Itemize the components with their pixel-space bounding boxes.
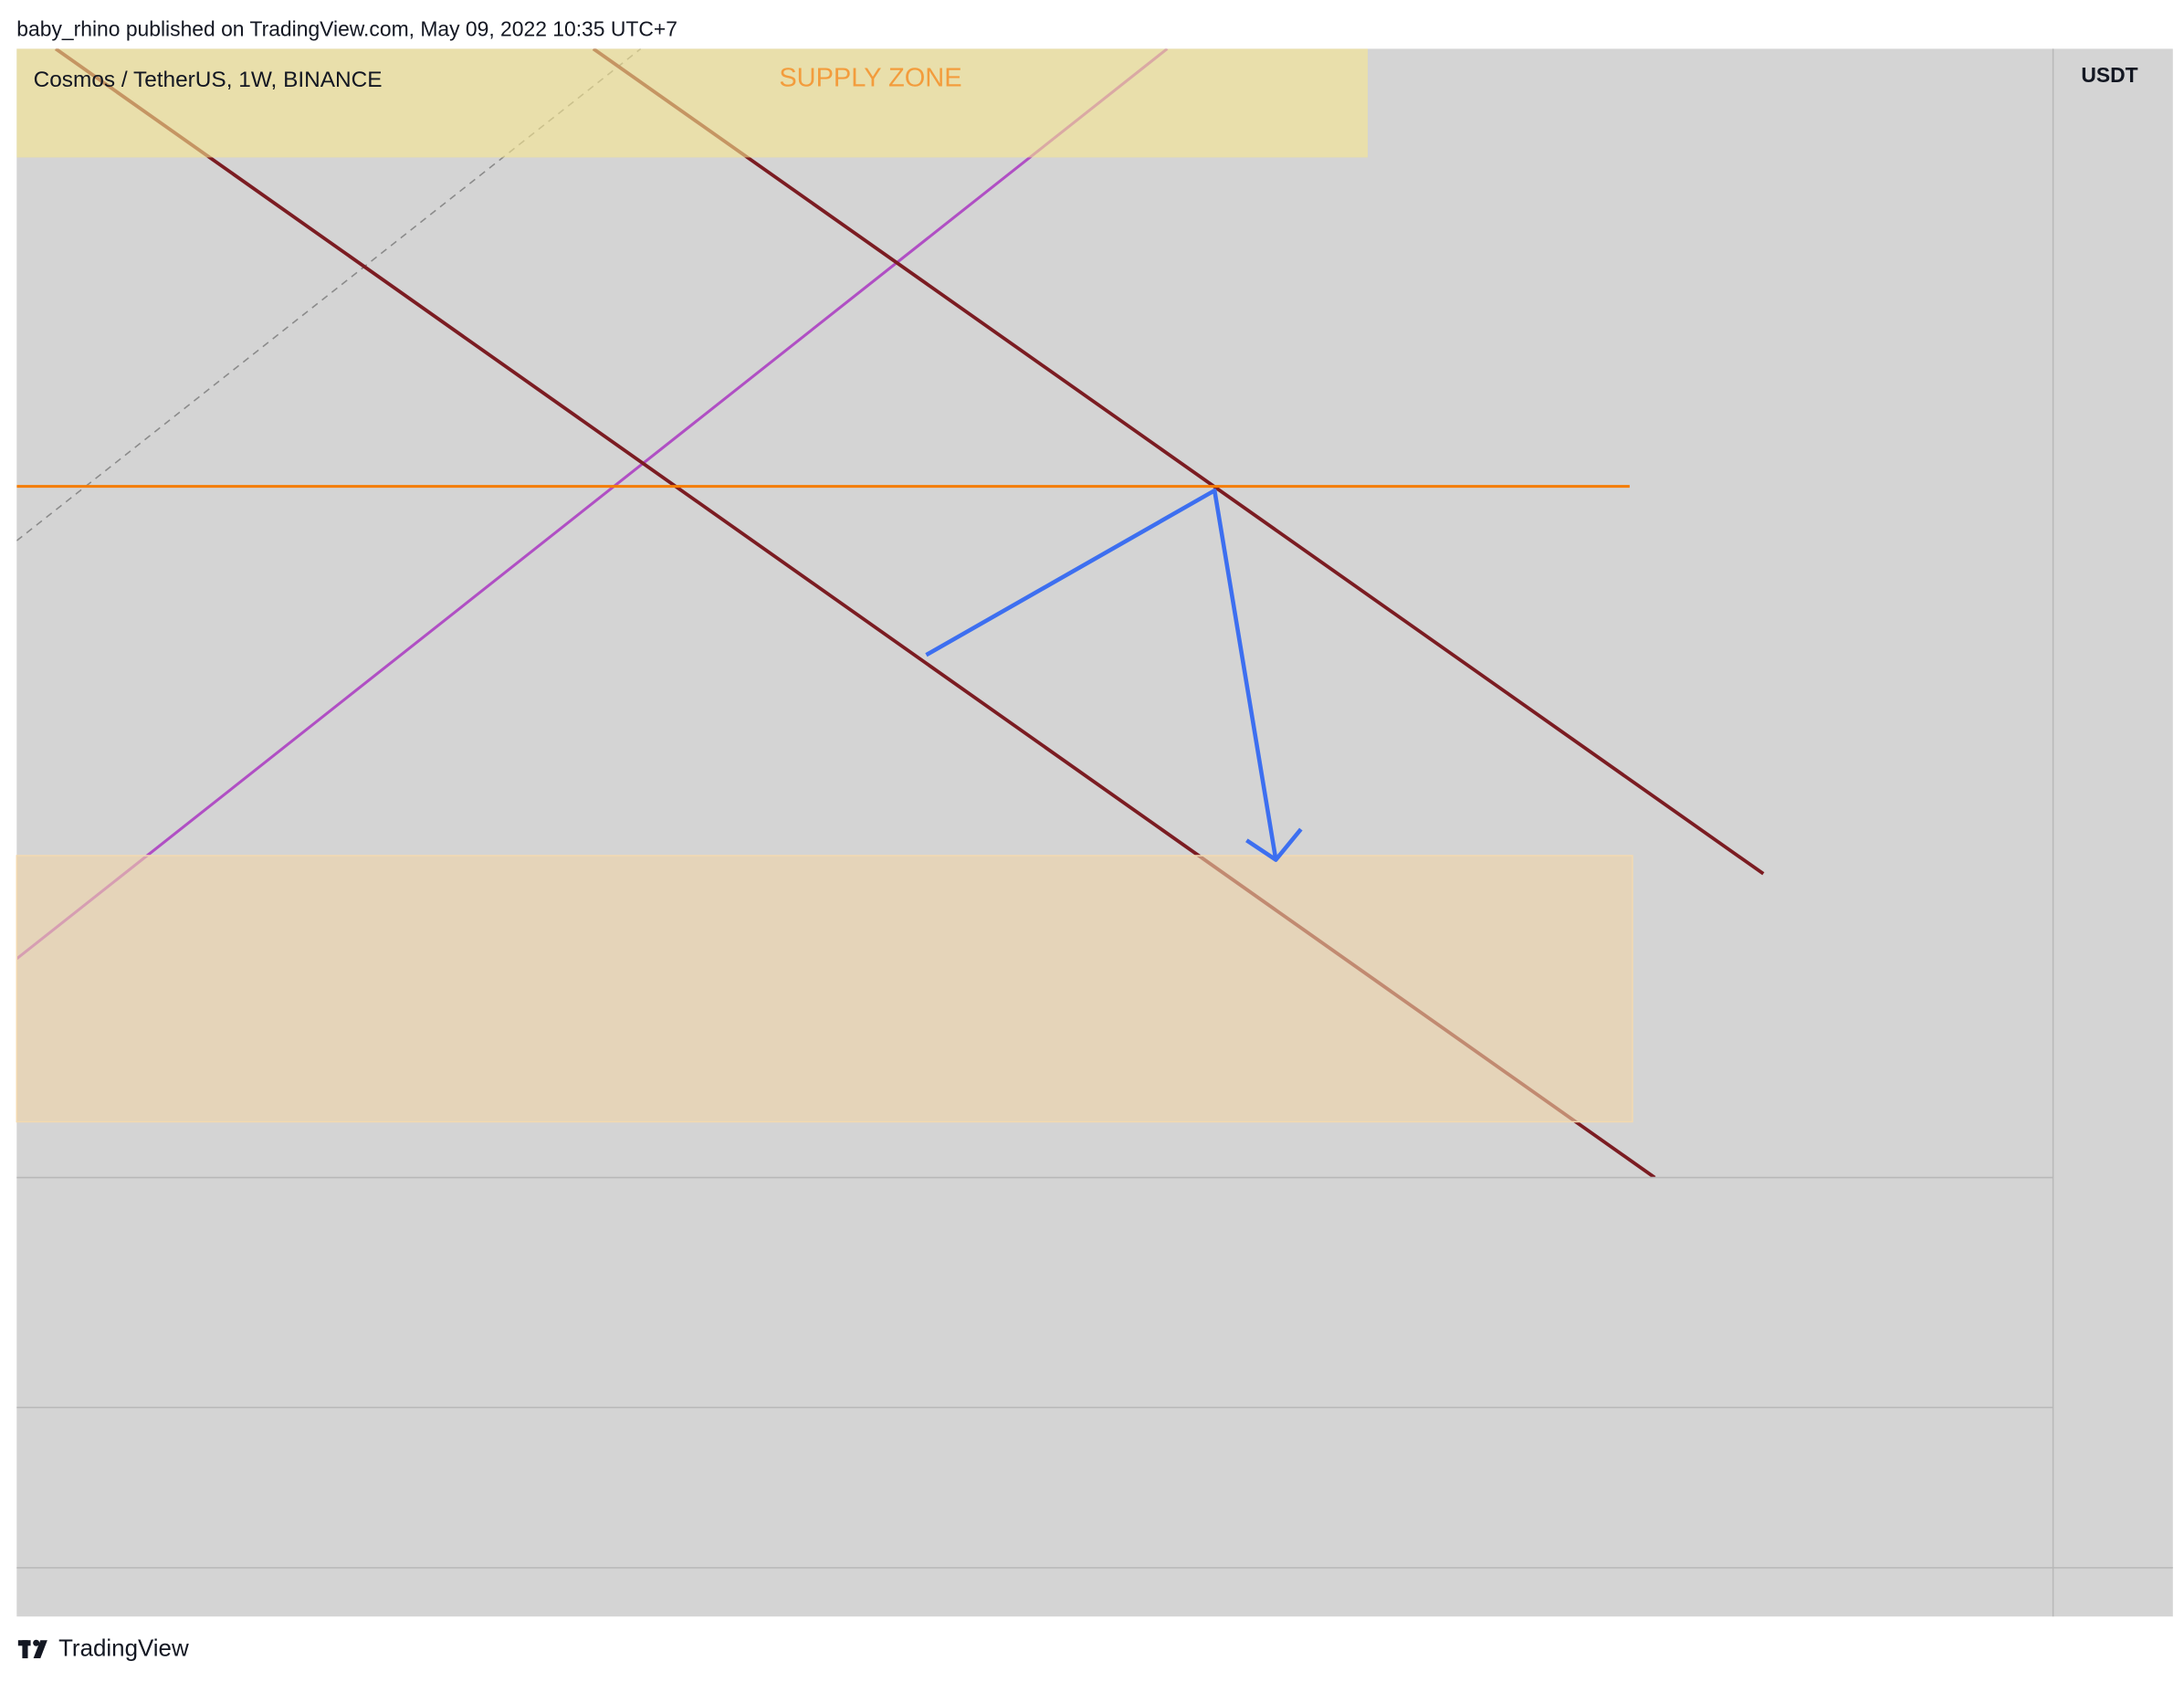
trend-line: [16, 48, 1169, 961]
zones: SUPPLY ZONE: [16, 48, 1633, 1123]
supply-zone: [16, 48, 1369, 158]
publish-info: baby_rhino published on TradingView.com,…: [16, 17, 677, 41]
chart-background: [16, 48, 2173, 1617]
axes: USDT: [16, 48, 2173, 1617]
brand: TradingView: [58, 1636, 189, 1662]
symbol-label: Cosmos / TetherUS, 1W, BINANCE: [34, 68, 383, 92]
legend: Cosmos / TetherUS, 1W, BINANCE: [34, 68, 383, 92]
arrow-head: [1245, 827, 1303, 862]
unit-label: USDT: [2081, 63, 2137, 87]
channel-upper: [592, 48, 1765, 876]
projection-arrow: [925, 488, 1278, 860]
zone-label: SUPPLY ZONE: [779, 64, 961, 93]
logo-part: [22, 1640, 28, 1659]
footer-logo: TradingView: [17, 1636, 189, 1662]
logo-part: [33, 1640, 47, 1659]
logo-part: [33, 1639, 40, 1646]
demand-zone: [16, 855, 1633, 1123]
